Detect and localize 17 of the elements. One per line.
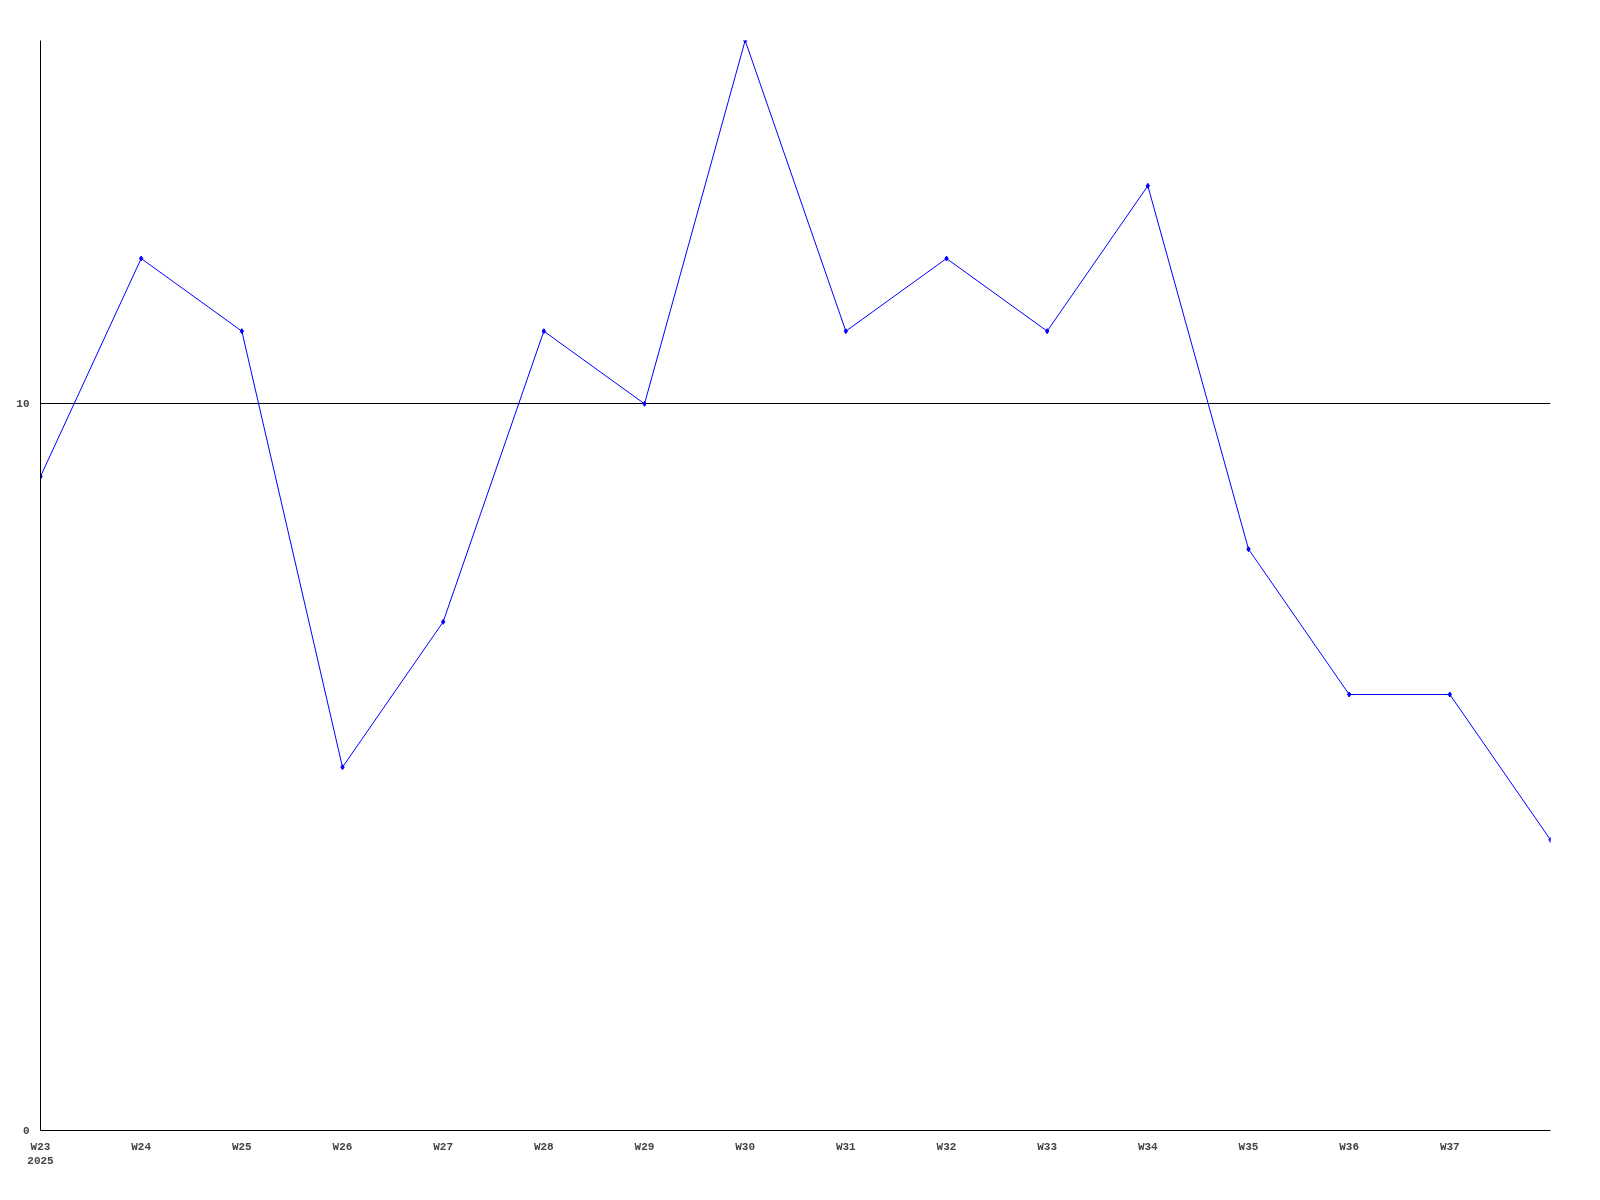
x-tick-label: W25	[231, 1140, 253, 1153]
x-tick-label: W23 2025	[27, 1140, 55, 1167]
x-tick-label: W37	[1439, 1140, 1460, 1153]
x-tick-label: W29	[634, 1140, 655, 1153]
x-tick-label: W36	[1339, 1140, 1360, 1153]
x-tick-label: W32	[936, 1140, 957, 1153]
y-tick-label: 10	[16, 398, 30, 411]
x-tick-label: W33	[1037, 1140, 1058, 1153]
y-tick-label: 0	[22, 1125, 30, 1137]
x-tick-label: W34	[1137, 1140, 1159, 1153]
x-tick-label: W27	[433, 1140, 454, 1153]
x-tick-label: W35	[1238, 1140, 1259, 1153]
x-tick-label: W28	[533, 1140, 555, 1153]
x-tick-label: W26	[332, 1140, 353, 1153]
x-tick-label: W31	[835, 1140, 857, 1153]
x-tick-label: W30	[735, 1140, 756, 1153]
x-tick-label: W24	[131, 1140, 152, 1153]
